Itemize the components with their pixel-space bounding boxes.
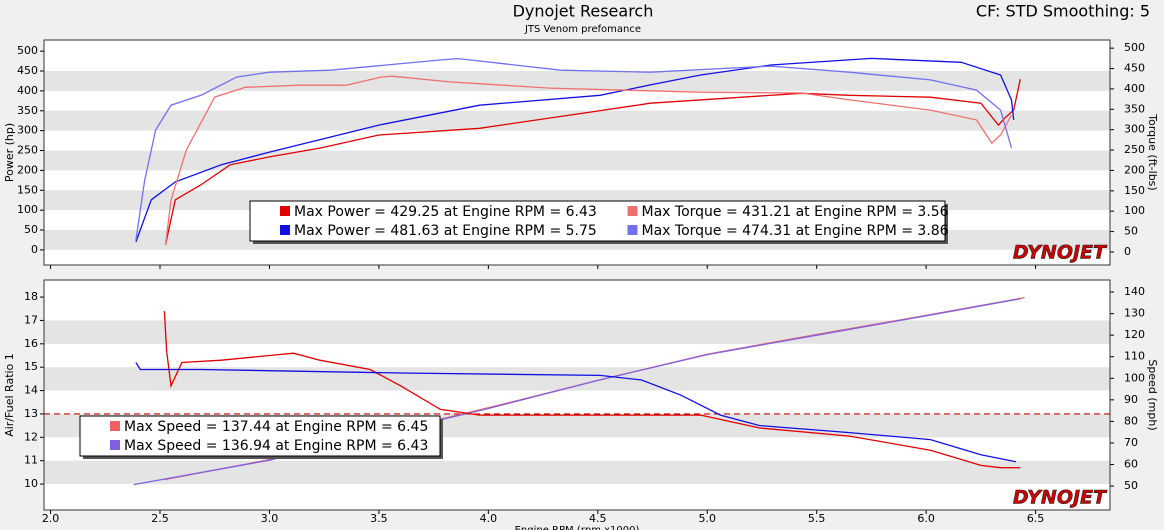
legend-swatch — [627, 225, 638, 235]
y2-tick-label: 300 — [1124, 123, 1145, 136]
y2-tick-label: 250 — [1124, 143, 1145, 156]
grid-band — [44, 110, 1110, 131]
x-tick-label: 5.5 — [808, 512, 826, 525]
y-tick-label: 15 — [24, 360, 38, 373]
y2-tick-label: 0 — [1124, 245, 1131, 258]
y-tick-label: 350 — [17, 104, 38, 117]
y2-axis-title: Speed (mph) — [1146, 359, 1159, 430]
subtitle: JTS Venom prefomance — [524, 24, 641, 35]
y-tick-label: 17 — [24, 313, 38, 326]
x-tick-label: 3.0 — [261, 512, 279, 525]
legend-swatch — [280, 206, 290, 216]
y-tick-label: 300 — [17, 124, 38, 137]
legend-label: Max Power = 481.63 at Engine RPM = 5.75 — [294, 223, 597, 239]
grid-band — [44, 71, 1110, 91]
settings: CF: STD Smoothing: 5 — [976, 2, 1150, 21]
y-axis-title: Air/Fuel Ratio 1 — [3, 353, 16, 437]
y-tick-label: 500 — [17, 44, 38, 57]
series-line — [164, 79, 1021, 245]
legend-swatch — [280, 225, 290, 235]
grid-band — [44, 320, 1110, 344]
y2-tick-label: 70 — [1124, 436, 1138, 449]
x-tick-label: 4.0 — [480, 512, 498, 525]
y2-tick-label: 50 — [1124, 479, 1138, 492]
y-tick-label: 200 — [17, 163, 38, 176]
x-tick-label: 2.5 — [151, 512, 169, 525]
legend-label: Max Speed = 136.94 at Engine RPM = 6.43 — [124, 438, 428, 454]
y2-tick-label: 110 — [1124, 350, 1145, 363]
x-axis-title: Engine RPM (rpm x1000) — [515, 525, 640, 530]
y2-tick-label: 140 — [1124, 285, 1145, 298]
y2-tick-label: 500 — [1124, 41, 1145, 54]
logo: DYNOJET — [1013, 242, 1108, 264]
y2-tick-label: 120 — [1124, 328, 1145, 341]
grid-band — [44, 460, 1110, 485]
y-tick-label: 250 — [17, 144, 38, 157]
legend-label: Max Torque = 474.31 at Engine RPM = 3.86 — [642, 223, 949, 239]
x-tick-label: 6.0 — [917, 512, 935, 525]
legend-swatch — [110, 440, 120, 450]
series-line — [164, 75, 1013, 246]
series-line — [135, 57, 1013, 241]
legend-swatch — [110, 421, 120, 431]
legend-label: Max Speed = 137.44 at Engine RPM = 6.45 — [124, 419, 428, 435]
grid-band — [44, 150, 1110, 171]
y2-axis-title: Torque (ft-lbs) — [1146, 113, 1159, 190]
y2-tick-label: 450 — [1124, 62, 1145, 75]
y-tick-label: 18 — [24, 290, 38, 303]
series-line — [135, 362, 1017, 463]
plot-border — [43, 279, 1111, 511]
y2-tick-label: 130 — [1124, 307, 1145, 320]
y-tick-label: 450 — [17, 64, 38, 77]
legend-label: Max Torque = 431.21 at Engine RPM = 3.56 — [642, 204, 949, 220]
y-tick-label: 10 — [24, 477, 38, 490]
y-tick-label: 150 — [17, 183, 38, 196]
y-tick-label: 400 — [17, 84, 38, 97]
y-tick-label: 16 — [24, 337, 38, 350]
y2-tick-label: 50 — [1124, 225, 1138, 238]
legend-label: Max Power = 429.25 at Engine RPM = 6.43 — [294, 204, 597, 220]
y2-tick-label: 400 — [1124, 82, 1145, 95]
logo: DYNOJET — [1013, 487, 1108, 509]
legend-swatch — [627, 206, 638, 216]
y-tick-label: 100 — [17, 203, 38, 216]
y2-tick-label: 90 — [1124, 393, 1138, 406]
y-tick-label: 14 — [24, 384, 38, 397]
y-tick-label: 11 — [24, 454, 38, 467]
y2-tick-label: 80 — [1124, 414, 1138, 427]
y-tick-label: 13 — [24, 407, 38, 420]
y2-tick-label: 100 — [1124, 371, 1145, 384]
x-tick-label: 5.0 — [698, 512, 716, 525]
x-tick-label: 4.5 — [589, 512, 607, 525]
x-tick-label: 3.5 — [370, 512, 388, 525]
y-tick-label: 50 — [24, 223, 38, 236]
y-tick-label: 12 — [24, 430, 38, 443]
title: Dynojet Research — [513, 2, 654, 21]
legend — [249, 200, 946, 242]
y-tick-label: 0 — [31, 243, 38, 256]
x-tick-label: 2.0 — [42, 512, 60, 525]
legend — [79, 415, 441, 457]
y2-tick-label: 100 — [1124, 204, 1145, 217]
x-tick-label: 6.5 — [1027, 512, 1045, 525]
y-axis-title: Power (hp) — [3, 123, 16, 182]
y2-tick-label: 200 — [1124, 163, 1145, 176]
grid-band — [44, 367, 1110, 391]
series-line — [163, 311, 1021, 469]
y2-tick-label: 60 — [1124, 458, 1138, 471]
plot-border — [43, 39, 1111, 266]
y2-tick-label: 350 — [1124, 102, 1145, 115]
y2-tick-label: 150 — [1124, 184, 1145, 197]
